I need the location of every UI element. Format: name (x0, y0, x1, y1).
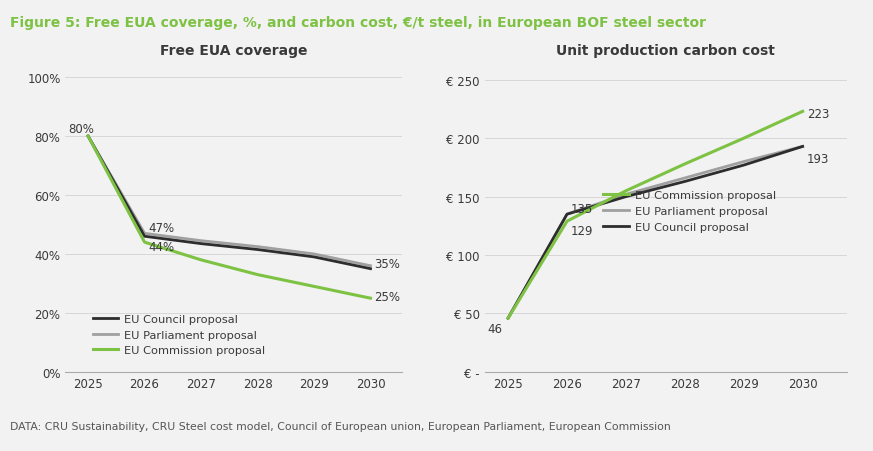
Text: 46: 46 (487, 322, 503, 336)
Text: 129: 129 (571, 225, 594, 238)
Text: 80%: 80% (68, 122, 94, 135)
Text: 35%: 35% (375, 257, 401, 270)
Title: Free EUA coverage: Free EUA coverage (160, 44, 307, 58)
Legend: EU Commission proposal, EU Parliament proposal, EU Council proposal: EU Commission proposal, EU Parliament pr… (599, 186, 781, 237)
Text: 47%: 47% (148, 222, 175, 235)
Text: 193: 193 (807, 152, 829, 165)
Text: 223: 223 (807, 108, 829, 121)
Text: Figure 5: Free EUA coverage, %, and carbon cost, €/t steel, in European BOF stee: Figure 5: Free EUA coverage, %, and carb… (10, 16, 706, 30)
Text: DATA: CRU Sustainability, CRU Steel cost model, Council of European union, Europ: DATA: CRU Sustainability, CRU Steel cost… (10, 421, 671, 431)
Text: 44%: 44% (148, 240, 175, 253)
Title: Unit production carbon cost: Unit production carbon cost (556, 44, 775, 58)
Text: 135: 135 (571, 202, 594, 216)
Text: 25%: 25% (375, 290, 401, 304)
Legend: EU Council proposal, EU Parliament proposal, EU Commission proposal: EU Council proposal, EU Parliament propo… (88, 310, 270, 360)
